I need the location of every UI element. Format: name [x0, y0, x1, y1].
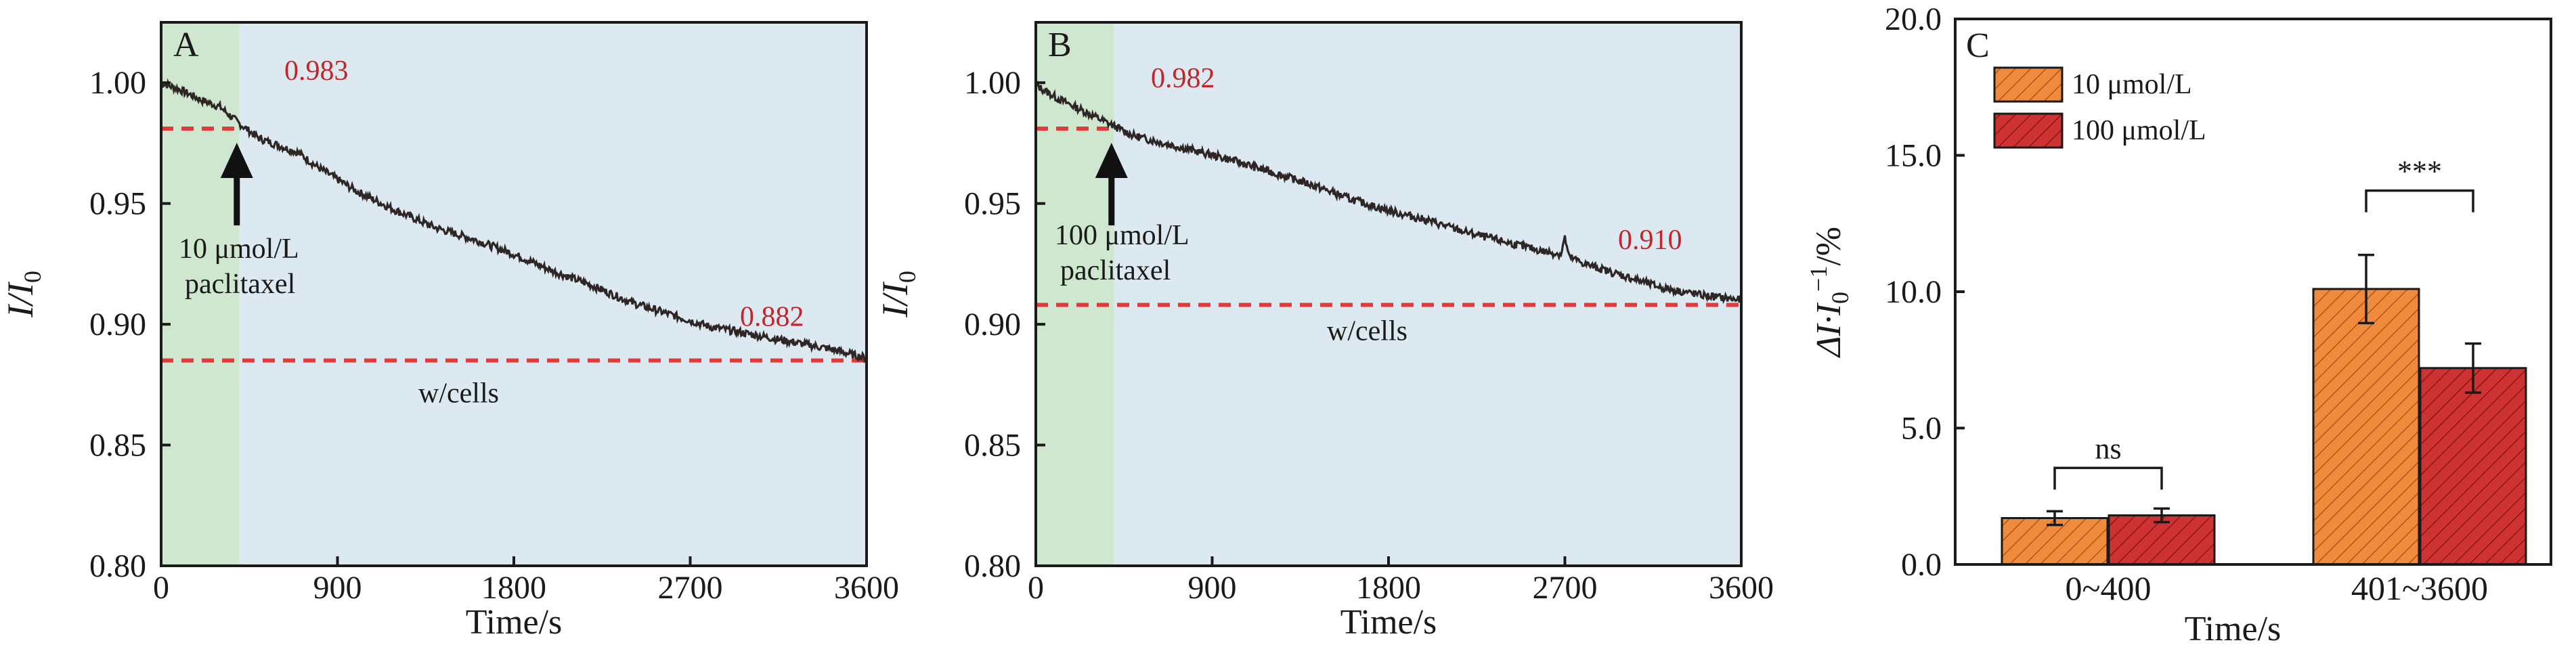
panel-label: B — [1048, 26, 1072, 64]
y-tick-label: 0.0 — [1901, 547, 1942, 583]
y-axis-ticks: 0.80 0.85 0.90 0.95 1.00 — [964, 65, 1045, 584]
x-tick-label: 0~400 — [2065, 569, 2151, 607]
x-tick-label: 3600 — [1709, 570, 1774, 606]
arrow-head — [220, 143, 253, 178]
x-tick-label: 3600 — [834, 570, 899, 606]
y-axis-ticks: 0.0 5.0 10.0 15.0 20.0 — [1885, 1, 1965, 583]
y-axis-label-sub: 0 — [19, 271, 46, 283]
x-axis-categories: 0~400 401~3600 — [2065, 555, 2488, 607]
x-tick-label: 0 — [1028, 570, 1044, 606]
y-tick-label: 0.85 — [89, 428, 146, 464]
panel-label: C — [1966, 26, 1990, 65]
value-annotation-start: 0.983 — [284, 55, 349, 87]
y-axis-label-sup: −1 — [1805, 266, 1832, 292]
y-axis-label-main: I/I — [875, 281, 915, 318]
y-tick-label: 5.0 — [1901, 411, 1942, 447]
y-axis-label: I/I0 — [0, 271, 46, 318]
treatment-label-dose: 100 μmol/L — [1055, 220, 1189, 251]
legend-label: 10 μmol/L — [2072, 69, 2192, 100]
panel-label: A — [173, 26, 199, 64]
treatment-label-drug: paclitaxel — [1060, 255, 1171, 286]
significance-bracket — [2053, 466, 2163, 490]
y-axis-label: I/I0 — [875, 271, 921, 318]
treatment-region — [1114, 22, 1741, 566]
y-axis-label-sub: 0 — [1827, 292, 1854, 304]
series-line — [1034, 80, 1743, 305]
x-tick-label: 0 — [153, 570, 169, 606]
value-annotation-start: 0.982 — [1151, 63, 1215, 94]
y-tick-label: 20.0 — [1885, 1, 1942, 37]
x-tick-label: 1800 — [481, 570, 546, 606]
bar — [2312, 288, 2420, 566]
y-tick-label: 15.0 — [1885, 138, 1942, 174]
value-annotation-end: 0.882 — [740, 301, 804, 332]
x-tick-label: 2700 — [658, 570, 723, 606]
panel-a-line-chart: 0 900 1800 2700 3600 0.800.850.900.951.00 A … — [0, 21, 899, 642]
panel-b-line-chart: 0 900 1800 2700 3600 0.800.850.900.951.00 B … — [875, 21, 1774, 642]
pretreatment-region — [1036, 22, 1114, 566]
bars — [2001, 288, 2527, 566]
arrow-up-icon — [220, 143, 253, 225]
legend: 10 μmol/L 100 μmol/L — [1993, 66, 2206, 149]
y-tick-label: 0.90 — [964, 307, 1021, 342]
legend-swatch — [1993, 66, 2064, 103]
significance-label: *** — [2397, 155, 2442, 188]
x-axis-label: Time/s — [1340, 603, 1437, 642]
y-tick-label: 0.95 — [964, 186, 1021, 222]
series-line — [160, 78, 867, 364]
y-tick-label: 0.80 — [964, 548, 1021, 584]
significance-brackets: ns *** — [2053, 155, 2474, 490]
y-tick-label: 10.0 — [1885, 274, 1942, 310]
x-axis-ticks: 0 900 1800 2700 3600 — [1028, 556, 1774, 606]
treatment-label-dose: 10 μmol/L — [179, 233, 299, 265]
x-axis-label: Time/s — [2185, 610, 2282, 648]
treatment-label-drug: paclitaxel — [185, 269, 295, 300]
legend-swatch — [1993, 112, 2064, 149]
y-axis-label-main: ΔI·I — [1810, 302, 1848, 358]
x-tick-label: 900 — [1188, 570, 1237, 606]
error-bars — [2047, 253, 2481, 527]
y-tick-label: 0.95 — [89, 186, 146, 222]
arrow-head — [1095, 143, 1128, 178]
y-axis-label-unit: /% — [1810, 227, 1848, 266]
x-axis-label: Time/s — [466, 603, 563, 642]
x-tick-label: 1800 — [1356, 570, 1421, 606]
panel-c-bar-chart: ns *** 0.0 5.0 10.0 15.0 20.0 0~400 401~3600 C… — [1805, 1, 2552, 648]
legend-label: 100 μmol/L — [2072, 115, 2206, 146]
x-tick-label: 2700 — [1533, 570, 1598, 606]
y-tick-label: 0.80 — [89, 548, 146, 584]
bar — [2419, 367, 2527, 566]
x-tick-label: 900 — [313, 570, 362, 606]
treatment-region — [239, 22, 867, 566]
x-axis-ticks: 0 900 1800 2700 3600 — [153, 556, 899, 606]
y-axis-label-main: I/I — [0, 281, 41, 318]
y-tick-label: 1.00 — [964, 65, 1021, 101]
y-axis-label-sub: 0 — [894, 271, 921, 283]
y-tick-label: 0.90 — [89, 307, 146, 342]
baseline-label: w/cells — [418, 378, 499, 409]
y-tick-label: 0.85 — [964, 428, 1021, 464]
arrow-up-icon — [1095, 143, 1128, 225]
significance-bracket — [2365, 189, 2474, 213]
baseline-label: w/cells — [1327, 316, 1407, 347]
x-tick-label: 401~3600 — [2351, 569, 2488, 607]
y-axis-ticks: 0.80 0.85 0.90 0.95 1.00 — [89, 65, 171, 584]
y-tick-label: 1.00 — [89, 65, 146, 101]
value-annotation-end: 0.910 — [1618, 225, 1682, 256]
significance-label: ns — [2095, 432, 2121, 465]
y-axis-label: ΔI·I0−1/% — [1805, 227, 1854, 358]
